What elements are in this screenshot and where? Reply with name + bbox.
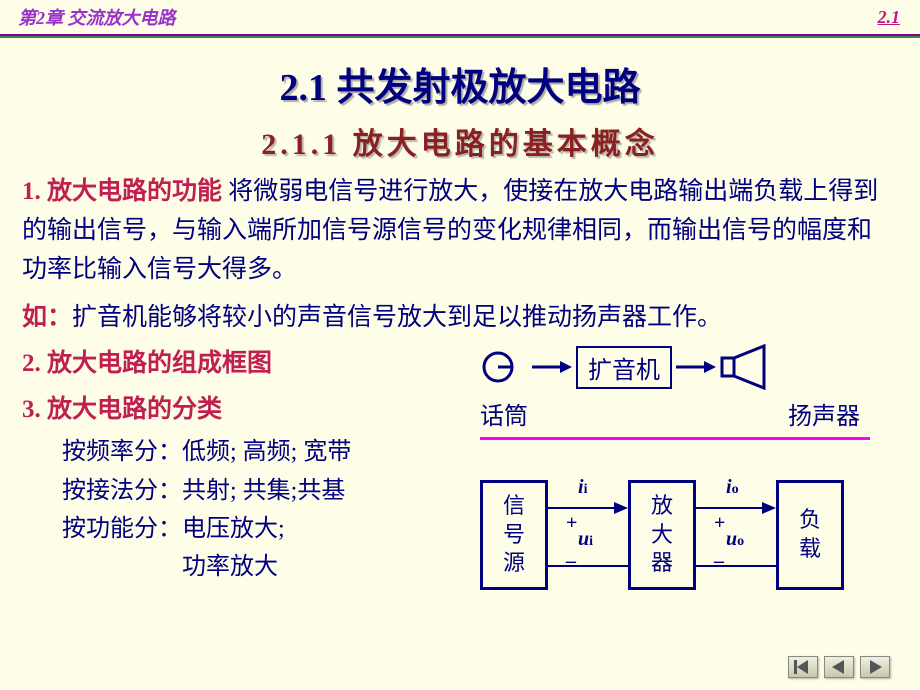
nav-prev-button[interactable]	[824, 656, 854, 678]
box-text: 信	[503, 492, 525, 521]
u-out-label: uo	[726, 528, 744, 551]
box-text: 号	[503, 521, 525, 550]
header: 第2章 交流放大电路 2.1	[0, 0, 920, 30]
signal-source-box: 信 号 源	[480, 480, 548, 590]
microphone-icon	[480, 346, 528, 388]
page-subtitle: 2.1.1 放大电路的基本概念	[0, 119, 920, 163]
nav-first-button[interactable]	[788, 656, 818, 678]
ru-body: 扩音机能够将较小的声音信号放大到足以推动扬声器工作。	[72, 304, 722, 331]
speaker-label: 扬声器	[788, 396, 860, 431]
plus-sign: +	[566, 512, 577, 535]
box-text: 负	[799, 506, 821, 535]
i-in-label: ii	[578, 476, 587, 499]
load-box: 负 载	[776, 480, 844, 590]
section1-example: 如：扩音机能够将较小的声音信号放大到足以推动扬声器工作。	[22, 297, 894, 333]
plus-sign: +	[714, 512, 725, 535]
arrow-icon	[676, 346, 716, 388]
box-text: 放	[651, 492, 673, 521]
amplifier-box: 扩音机	[576, 346, 672, 389]
u-in-label: ui	[578, 528, 593, 551]
section1-para: 1. 放大电路的功能 将微弱电信号进行放大，使接在放大电路输出端负载上得到的输出…	[22, 173, 894, 289]
box-text: 器	[651, 549, 673, 578]
box-text: 大	[651, 521, 673, 550]
i-out-label: io	[726, 476, 739, 499]
page-number: 2.1	[878, 7, 901, 28]
nav-next-button[interactable]	[860, 656, 890, 678]
block-row: 信 号 源 ii + ui – 放 大 器 io	[480, 480, 900, 590]
diagram1-labels: 话筒 扬声器	[480, 396, 860, 431]
signal-in-gap: ii + ui –	[548, 480, 628, 590]
minus-sign: –	[566, 550, 576, 573]
minus-sign: –	[714, 550, 724, 573]
amplifier-box2: 放 大 器	[628, 480, 696, 590]
arrow-icon	[532, 346, 572, 388]
page-title: 2.1 共发射极放大电路	[0, 56, 920, 111]
mic-row: 扩音机	[480, 344, 900, 390]
box-text: 载	[799, 535, 821, 564]
speaker-icon	[720, 344, 772, 390]
diagram-mic-amp-speaker: 扩音机 话筒 扬声器	[480, 344, 900, 440]
signal-out-gap: io + uo –	[696, 480, 776, 590]
diagram-block: 信 号 源 ii + ui – 放 大 器 io	[480, 480, 900, 590]
mic-label: 话筒	[480, 396, 528, 431]
ru-label: 如：	[22, 304, 72, 331]
box-text: 源	[503, 549, 525, 578]
header-rules	[0, 34, 920, 38]
section1-heading: 1. 放大电路的功能	[22, 178, 222, 205]
nav-buttons	[788, 656, 890, 678]
divider-line	[480, 437, 870, 440]
chapter-label: 第2章 交流放大电路	[18, 4, 176, 30]
